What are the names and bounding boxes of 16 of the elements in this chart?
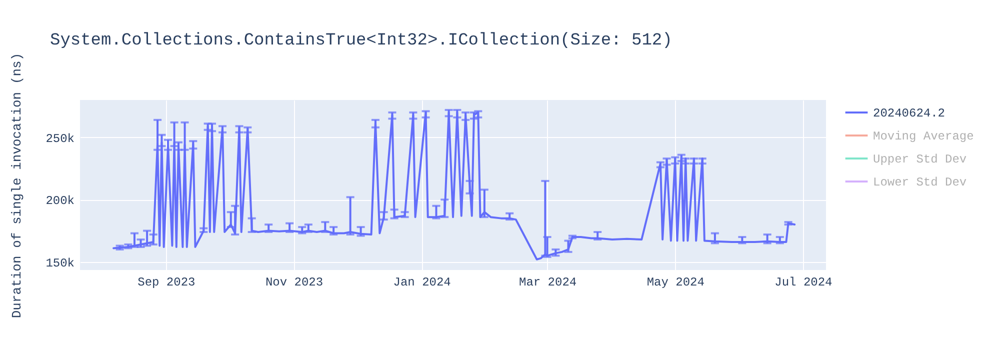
line-series [112, 111, 796, 260]
x-tick-label: Sep 2023 [138, 276, 196, 290]
x-tick-label: Jan 2024 [393, 276, 451, 290]
y-tick-label: 150k [46, 256, 74, 270]
x-tick-label: Nov 2023 [265, 276, 324, 290]
y-tick-label: 250k [46, 132, 74, 146]
legend-label: Upper Std Dev [873, 152, 967, 166]
y-axis-title: Duration of single invocation (ns) [10, 52, 25, 318]
x-tick-label: May 2024 [646, 276, 704, 290]
x-tick-label: Jul 2024 [774, 276, 832, 290]
legend-label: 20240624.2 [873, 106, 946, 120]
y-tick-label: 200k [46, 194, 74, 208]
legend-label: Moving Average [873, 130, 974, 144]
legend-label: Lower Std Dev [873, 176, 967, 190]
chart-title: System.Collections.ContainsTrue<Int32>.ICollection(Size: 512) [50, 31, 672, 50]
x-tick-label: Mar 2024 [518, 276, 577, 290]
